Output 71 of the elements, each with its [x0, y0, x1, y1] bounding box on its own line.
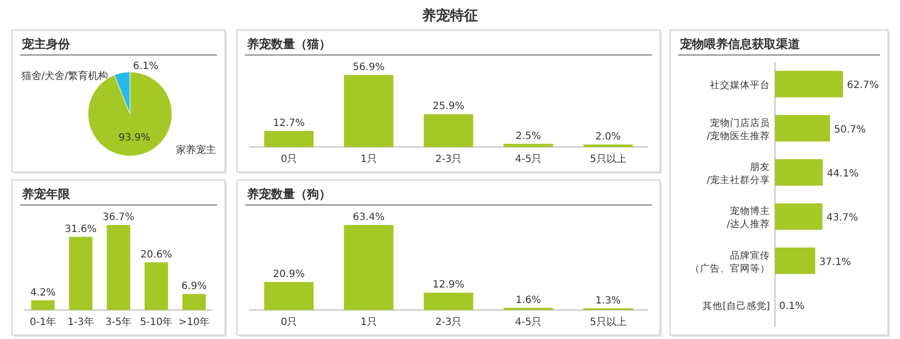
data-label: 2.5% [516, 130, 542, 142]
bar [344, 75, 394, 147]
data-label: 31.6% [64, 224, 97, 235]
slice-label: 家养宠主 [176, 144, 216, 156]
bar [775, 159, 823, 186]
bar [424, 114, 474, 147]
bar [344, 225, 394, 310]
data-label: 2.0% [595, 131, 621, 142]
x-tick-label: 1只 [360, 154, 377, 165]
bar [775, 248, 816, 274]
data-label: 62.7% [847, 80, 879, 92]
x-tick-label: 2-3只 [435, 154, 462, 165]
data-label: 25.9% [432, 101, 464, 112]
x-tick-label: >10年 [178, 316, 210, 328]
y-tick-label: 品牌宣传（广告、官网等） [690, 249, 770, 274]
data-label: 36.7% [102, 212, 134, 223]
x-tick-label: 0只 [280, 317, 298, 328]
y-tick-label: 宠物门店店员/宠物医生推荐 [706, 116, 770, 142]
pie-slice [88, 72, 172, 156]
bar [775, 70, 843, 98]
bar [106, 225, 130, 310]
x-tick-label: 5只以上 [590, 316, 626, 328]
x-tick-label: 2-3只 [435, 317, 462, 328]
x-tick-label: 1-3年 [68, 316, 94, 328]
x-tick-label: 4-5只 [515, 317, 542, 328]
bar [583, 144, 633, 147]
data-label: 44.1% [826, 168, 859, 180]
bar [68, 236, 92, 310]
data-label: 12.7% [273, 118, 305, 129]
data-label: 6.9% [181, 281, 207, 292]
bar [182, 294, 206, 310]
bar [31, 300, 55, 310]
data-label: 0.1% [779, 300, 805, 312]
chart-title: 宠物喂养信息获取渠道 [679, 37, 801, 51]
y-tick-label: 朋友/宠主社群分享 [706, 162, 770, 186]
chart-title: 宠主身份 [21, 37, 71, 51]
bar [144, 262, 168, 310]
x-tick-label: 5-10年 [140, 316, 173, 328]
data-label: 4.2% [30, 287, 56, 298]
bar [775, 115, 830, 142]
y-tick-label: 社交媒体平台 [710, 79, 770, 92]
data-label: 20.6% [140, 249, 172, 260]
text: 养宠特征 [421, 7, 478, 24]
chart-title: 养宠年限 [21, 187, 71, 201]
x-tick-label: 3-5年 [105, 316, 132, 328]
data-label: 1.3% [595, 295, 621, 306]
data-label: 37.1% [819, 256, 852, 268]
data-label: 12.9% [432, 280, 464, 291]
slice-label: 猫舍/犬舍/繁育机构 [21, 70, 108, 82]
x-tick-label: 0只 [280, 154, 298, 165]
bar [264, 130, 314, 147]
data-label: 6.1% [133, 60, 158, 72]
x-tick-label: 4-5只 [515, 154, 542, 165]
bar [264, 282, 314, 310]
data-label: 43.7% [826, 212, 858, 224]
bar [424, 292, 474, 310]
chart-title: 养宠数量（狗） [246, 187, 331, 201]
bar [504, 144, 554, 147]
y-tick-label: 宠物博主/达人推荐 [726, 205, 770, 230]
data-label: 50.7% [834, 124, 866, 136]
data-label: 1.6% [516, 294, 542, 306]
x-tick-label: 0-1年 [30, 316, 56, 328]
x-tick-label: 1只 [360, 317, 377, 328]
y-tick-label: 其他[自己感觉] [702, 300, 770, 312]
chart-title: 养宠数量（猫） [246, 37, 331, 51]
data-label: 63.4% [352, 212, 385, 223]
data-label: 93.9% [118, 132, 150, 144]
x-tick-label: 5只以上 [590, 153, 626, 165]
data-label: 56.9% [352, 62, 385, 73]
bar [775, 203, 822, 230]
data-label: 20.9% [273, 268, 305, 280]
